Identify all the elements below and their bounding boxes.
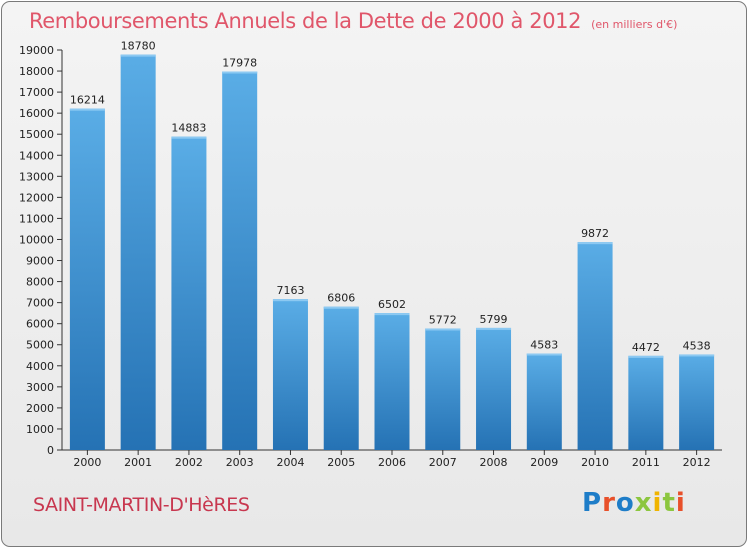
y-tick-label: 16000 [19,107,54,120]
bar-2006 [374,313,410,450]
bars: 16214 18780 14883 17978 7163 6806 6502 5772 5799… [69,40,715,450]
x-tick-label: 2010 [581,456,609,469]
logo-letter: i [652,488,663,518]
bar-value-label: 7163 [276,284,304,297]
bar-value-label: 4538 [683,339,711,352]
x-tick-label: 2011 [632,456,660,469]
y-tick-label: 0 [47,444,54,457]
y-tick-label: 14000 [19,149,54,162]
y-tick-label: 1000 [26,423,54,436]
bar-value-label: 6806 [327,292,355,305]
bar-2009 [526,353,562,450]
y-tick-label: 11000 [19,212,54,225]
bar-2008 [476,327,512,450]
bar-value-label: 9872 [581,227,609,240]
bar-top-edge [628,355,664,358]
x-tick-label: 2005 [327,456,355,469]
y-tick-label: 4000 [26,360,54,373]
bar-value-label: 14883 [171,122,206,135]
x-tick-label: 2004 [276,456,304,469]
y-tick-label: 10000 [19,233,54,246]
bar-top-edge [120,54,156,57]
bar-2007 [425,328,461,450]
logo-letter: r [602,488,616,518]
bar-top-edge [679,354,715,357]
y-tick-label: 13000 [19,170,54,183]
bar-2004 [272,299,308,450]
commune-name: SAINT-MARTIN-D'HèRES [33,494,250,516]
bar-top-edge [526,353,562,356]
bar-2002 [171,136,207,450]
bar-2012 [679,354,715,450]
bar-value-label: 5772 [429,313,457,326]
y-axis: 0 1000 2000 3000 4000 5000 6000 7000 8000 9000 100… [19,44,63,457]
x-tick-label: 2007 [429,456,457,469]
bar-value-label: 16214 [70,94,105,107]
bar-top-edge [171,136,207,139]
y-tick-label: 12000 [19,191,54,204]
bar-value-label: 4472 [632,341,660,354]
bar-top-edge [425,328,461,331]
bar-value-label: 4583 [530,339,558,352]
chart-title-block: Remboursements Annuels de la Dette de 20… [29,9,677,33]
x-tick-label: 2001 [124,456,152,469]
logo-letter: t [662,488,676,518]
bar-2000 [69,108,105,450]
x-tick-label: 2002 [175,456,203,469]
chart-title: Remboursements Annuels de la Dette de 20… [29,9,582,33]
y-tick-label: 19000 [19,44,54,57]
y-tick-label: 17000 [19,86,54,99]
x-tick-label: 2008 [480,456,508,469]
x-tick-label: 2012 [683,456,711,469]
y-tick-label: 5000 [26,339,54,352]
logo-letter: i [675,488,686,518]
x-tick-label: 2009 [530,456,558,469]
bar-2001 [120,54,156,450]
bar-top-edge [69,108,105,111]
x-tick-label: 2003 [226,456,254,469]
y-tick-label: 7000 [26,297,54,310]
x-tick-label: 2006 [378,456,406,469]
y-tick-label: 18000 [19,65,54,78]
bar-top-edge [272,299,308,302]
y-tick-label: 9000 [26,255,54,268]
bar-value-label: 18780 [121,40,156,53]
y-tick-label: 8000 [26,276,54,289]
bar-value-label: 6502 [378,298,406,311]
y-tick-label: 6000 [26,318,54,331]
logo-letter: o [615,488,635,518]
bar-value-label: 17978 [222,57,257,70]
x-axis: 2000 2001 2002 2003 2004 2005 2006 2007 2008 2009… [62,449,722,469]
bar-2003 [222,71,258,450]
x-tick-label: 2000 [73,456,101,469]
y-tick-label: 2000 [26,402,54,415]
bar-top-edge [577,242,613,245]
proxiti-logo[interactable]: Proxiti [582,488,686,518]
bar-2005 [323,306,359,450]
bar-value-label: 5799 [480,313,508,326]
chart-unit: (en milliers d'€) [591,18,678,31]
bar-2011 [628,355,664,450]
bar-top-edge [323,306,359,309]
bar-top-edge [374,313,410,316]
y-tick-label: 15000 [19,128,54,141]
bar-top-edge [222,71,258,74]
logo-letter: P [582,488,603,518]
bar-top-edge [476,327,512,330]
bar-2010 [577,242,613,450]
y-tick-label: 3000 [26,381,54,394]
logo-letter: x [634,488,653,518]
